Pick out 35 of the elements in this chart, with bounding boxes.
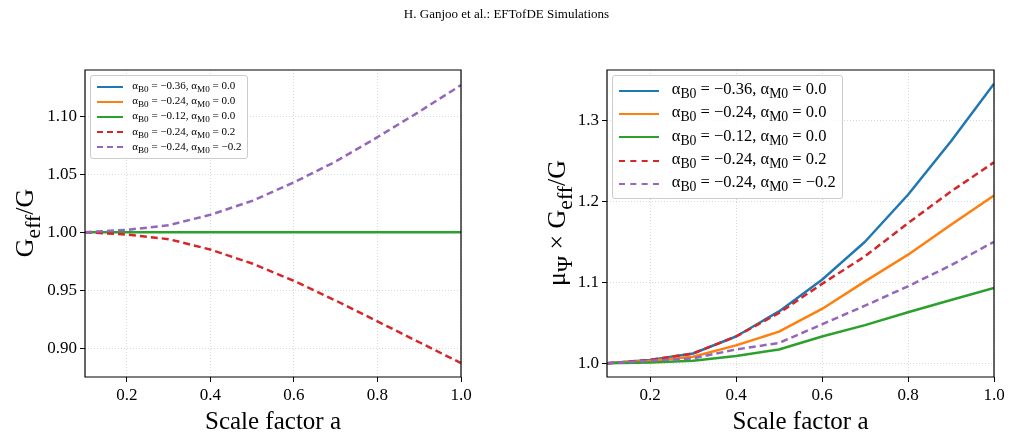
- y-tick-label: 1.05: [47, 163, 77, 183]
- x-tick-label: 0.2: [639, 384, 661, 404]
- y-tick-label: 1.00: [47, 221, 77, 241]
- x-tick-label: 0.6: [283, 384, 305, 404]
- y-tick-label: 1.3: [577, 109, 599, 129]
- x-tick-label: 0.8: [366, 384, 389, 404]
- line-series: [85, 230, 461, 365]
- x-tick-label: 0.6: [811, 384, 833, 404]
- legend-label: α$_{B0}$ = −0.24, α$_{M0}$ = −0.2: [671, 172, 836, 196]
- x-axis-title: Scale factor a: [204, 406, 342, 434]
- x-tick-label: 0.4: [725, 384, 748, 404]
- legend-label: α$_{B0}$ = −0.24, α$_{M0}$ = 0.0: [132, 94, 236, 110]
- y-tick-label: 1.2: [577, 190, 599, 210]
- y-tick-label: 1.0: [577, 352, 599, 372]
- x-tick-label: 0.4: [199, 384, 222, 404]
- legend-label: α$_{B0}$ = −0.24, α$_{M0}$ = −0.2: [132, 139, 242, 155]
- line-series: [85, 83, 461, 234]
- legend-label: α$_{B0}$ = −0.36, α$_{M0}$ = 0.0: [132, 79, 236, 95]
- legend-label: α$_{B0}$ = −0.12, α$_{M0}$ = 0.0: [132, 109, 236, 125]
- line-series: [607, 240, 994, 365]
- x-tick-label: 1.0: [983, 384, 1005, 404]
- x-tick-label: 0.8: [897, 384, 919, 404]
- legend-label: α$_{B0}$ = −0.24, α$_{M0}$ = 0.2: [132, 124, 236, 140]
- legend-label: α$_{B0}$ = −0.12, α$_{M0}$ = 0.0: [671, 125, 827, 149]
- legend-label: α$_{B0}$ = −0.36, α$_{M0}$ = 0.0: [671, 79, 827, 103]
- legend-label: α$_{B0}$ = −0.24, α$_{M0}$ = 0.2: [671, 148, 827, 173]
- y-tick-label: 0.90: [47, 337, 77, 357]
- text: H. Ganjoo et al.: EFTofDE Simulations: [402, 6, 611, 22]
- y-tick-label: 1.1: [577, 271, 599, 291]
- y-tick-label: 1.10: [47, 105, 77, 125]
- y-tick-label: 0.95: [47, 279, 77, 299]
- x-tick-label: 0.2: [116, 384, 138, 404]
- legend-label: α$_{B0}$ = −0.24, α$_{M0}$ = 0.0: [671, 102, 827, 126]
- x-axis-title: Scale factor a: [732, 406, 869, 434]
- x-tick-label: 1.0: [450, 384, 472, 404]
